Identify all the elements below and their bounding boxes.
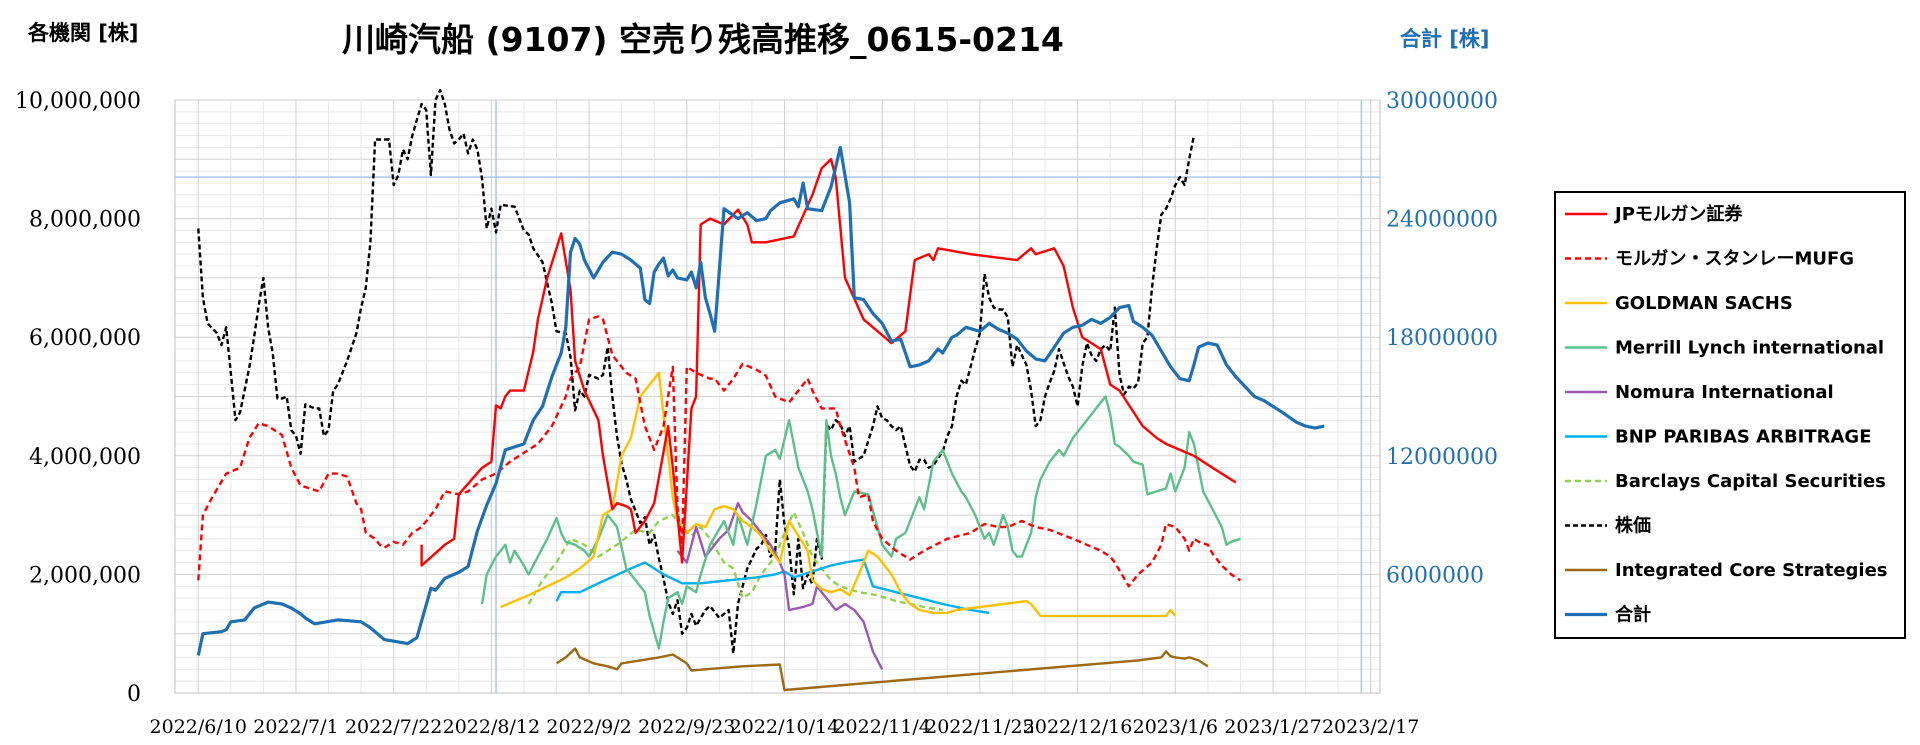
x-axis-ticks: 2022/6/10 2022/7/1 2022/7/22 2022/8/12 2022/… (150, 716, 1420, 738)
x-tick-label: 2022/10/14 (730, 716, 840, 738)
x-tick-label: 2022/11/25 (925, 716, 1035, 738)
legend-box (1554, 191, 1906, 639)
series-line (527, 510, 943, 612)
right-tick-label: 24000000 (1386, 208, 1498, 233)
left-tick-label: 8,000,000 (29, 208, 141, 233)
legend-label: GOLDMAN SACHS (1615, 293, 1793, 314)
left-axis-unit: 各機関 [株] (27, 21, 139, 45)
x-tick-label: 2022/7/22 (345, 716, 442, 738)
series-line (197, 88, 1196, 655)
chart-title: 川崎汽船 (9107) 空売り残高推移_0615-0214 (342, 20, 1064, 59)
right-axis-unit: 合計 [株] (1400, 27, 1490, 51)
legend-label: Merrill Lynch international (1615, 338, 1884, 359)
series-line (197, 315, 1242, 588)
right-tick-label: 30000000 (1386, 89, 1498, 114)
series-line (500, 371, 1177, 618)
legend-label: Nomura International (1615, 382, 1834, 403)
axes (174, 100, 1381, 694)
legend-label: 合計 (1615, 604, 1651, 626)
right-axis-ticks: 6000000 12000000 18000000 24000000 30000000 (1386, 89, 1498, 588)
series-layer (196, 88, 1325, 692)
left-tick-label: 4,000,000 (29, 445, 141, 470)
series-line (555, 647, 1209, 692)
right-tick-label: 18000000 (1386, 326, 1498, 351)
legend-label: JPモルガン証券 (1613, 203, 1743, 225)
legend-label: 株価 (1615, 515, 1651, 537)
x-tick-label: 2022/7/1 (253, 716, 338, 738)
x-tick-label: 2023/1/6 (1133, 716, 1218, 738)
series-line (676, 502, 884, 670)
x-tick-label: 2022/9/23 (638, 716, 735, 738)
left-tick-label: 6,000,000 (29, 326, 141, 351)
left-tick-label: 2,000,000 (29, 563, 141, 588)
legend-label: モルガン・スタンレーMUFG (1615, 249, 1854, 270)
x-tick-label: 2022/9/2 (546, 716, 631, 738)
x-tick-label: 2023/2/17 (1322, 716, 1419, 738)
x-tick-label: 2022/6/10 (150, 716, 247, 738)
left-axis-ticks: 0 2,000,000 4,000,000 6,000,000 8,000,000 10,… (15, 89, 141, 707)
legend-label: Integrated Core Strategies (1615, 560, 1888, 581)
left-tick-label: 10,000,000 (15, 89, 141, 114)
right-tick-label: 6000000 (1386, 563, 1484, 588)
legend-label: BNP PARIBAS ARBITRAGE (1615, 427, 1872, 448)
x-tick-label: 2022/11/4 (833, 716, 930, 738)
x-tick-label: 2022/12/16 (1023, 716, 1133, 738)
x-tick-label: 2022/8/12 (443, 716, 540, 738)
series-line (196, 145, 1325, 656)
right-tick-label: 12000000 (1386, 445, 1498, 470)
series-line (420, 158, 1237, 567)
x-tick-label: 2023/1/27 (1224, 716, 1321, 738)
left-tick-label: 0 (127, 682, 141, 707)
legend-label: Barclays Capital Securities (1615, 471, 1886, 492)
